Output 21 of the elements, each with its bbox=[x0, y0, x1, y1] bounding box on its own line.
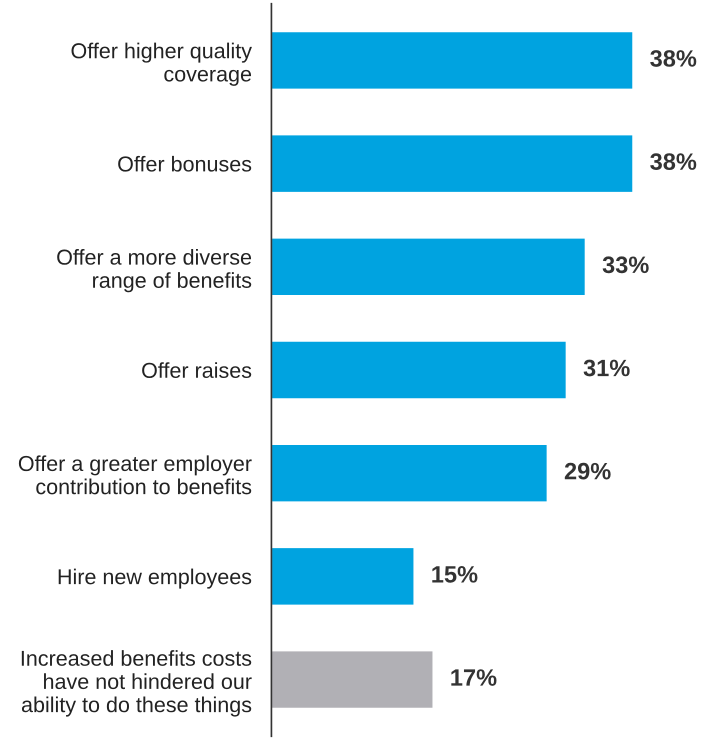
bar bbox=[271, 237, 586, 296]
data-label: 33% bbox=[602, 256, 649, 274]
y-tick-label: Hire new employees bbox=[58, 568, 252, 589]
y-tick-label: Offer a greater employer contribution to benefits bbox=[18, 455, 252, 494]
data-label: 29% bbox=[564, 462, 611, 480]
data-label: 17% bbox=[451, 669, 496, 686]
bar bbox=[271, 340, 568, 400]
data-label: 38% bbox=[650, 153, 696, 170]
bar bbox=[271, 30, 634, 90]
data-label: 31% bbox=[584, 360, 630, 376]
bar bbox=[271, 444, 548, 503]
bar bbox=[271, 134, 634, 194]
y-tick-label: Offer a more diverse range of benefits bbox=[57, 248, 252, 292]
y-tick-label: Increased benefits costs have not hindered our ability to do these things bbox=[22, 650, 252, 717]
bar bbox=[271, 546, 415, 606]
y-tick-label: Offer raises bbox=[142, 362, 252, 378]
data-label: 15% bbox=[432, 566, 478, 583]
data-label: 38% bbox=[650, 50, 696, 67]
y-tick-label: Offer higher quality coverage bbox=[72, 42, 252, 86]
y-tick-label: Offer bonuses bbox=[118, 156, 252, 172]
bar bbox=[271, 650, 434, 710]
